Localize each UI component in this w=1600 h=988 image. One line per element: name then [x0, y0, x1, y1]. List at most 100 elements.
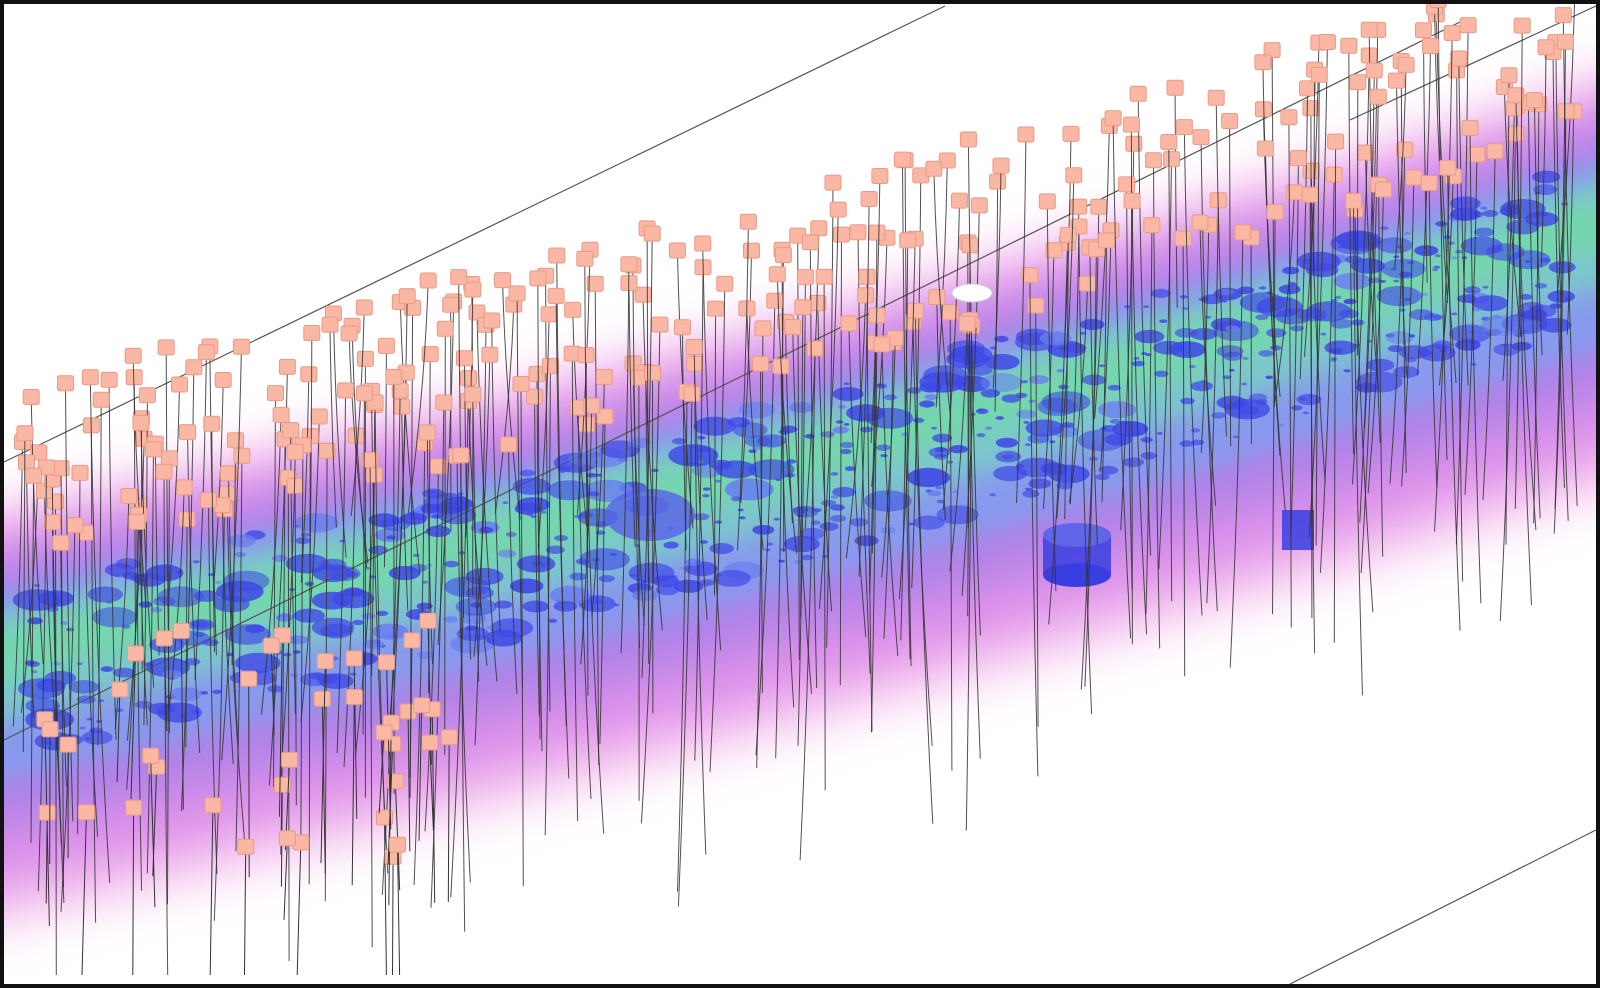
well-head [960, 132, 976, 147]
disc [135, 701, 153, 709]
disc [1334, 273, 1372, 290]
well-head [112, 682, 128, 697]
well-head [501, 437, 517, 452]
well-head [816, 269, 832, 284]
disc [830, 472, 838, 476]
disc [700, 540, 708, 544]
well-head [133, 415, 149, 430]
well-head [386, 369, 402, 384]
well-head [126, 800, 142, 815]
disc [80, 727, 86, 730]
well-head [1303, 101, 1319, 116]
disc [821, 500, 836, 507]
well-head [684, 386, 700, 401]
well-head [1423, 39, 1439, 54]
well-head [221, 466, 237, 481]
well-head [414, 698, 430, 713]
disc [1501, 344, 1507, 347]
disc [947, 461, 953, 464]
well-head [645, 366, 661, 381]
well-trace [445, 329, 446, 755]
well-head [283, 423, 299, 438]
disc [350, 673, 357, 676]
well-head [186, 360, 202, 375]
well-head [1440, 160, 1456, 175]
disc [977, 433, 986, 437]
well-head [390, 837, 406, 852]
well-head [744, 243, 760, 258]
well-head [1167, 80, 1183, 95]
disc [1040, 331, 1072, 345]
well-head [430, 459, 446, 474]
disc [1420, 293, 1428, 297]
disc [510, 579, 543, 594]
disc [169, 677, 175, 680]
well-head [1063, 126, 1079, 141]
well-head [173, 623, 189, 638]
well-head [1176, 120, 1192, 135]
well-head [263, 638, 279, 653]
disc [1108, 385, 1121, 391]
disc [1404, 232, 1410, 235]
disc [485, 630, 522, 647]
well-head [379, 655, 395, 670]
well-head [1444, 26, 1460, 41]
disc [614, 604, 620, 607]
well-head [1416, 23, 1432, 38]
well-head [422, 735, 438, 750]
well-head [273, 407, 289, 422]
scene [4, 4, 1596, 984]
well-head [125, 348, 141, 363]
well-head [268, 386, 284, 401]
well-head [461, 371, 477, 386]
well-head [156, 464, 172, 479]
well-head [548, 288, 564, 303]
disc [934, 454, 947, 460]
well-head [1039, 194, 1055, 209]
disc [880, 454, 887, 457]
disc [52, 662, 61, 666]
well-head [895, 152, 911, 167]
well-head [1398, 57, 1414, 72]
disc [1220, 289, 1234, 295]
well-head [1487, 144, 1503, 159]
well-head [145, 442, 161, 457]
well-head [541, 307, 557, 322]
disc [1331, 357, 1337, 360]
well-head [1123, 117, 1139, 132]
disc [928, 490, 941, 496]
well-head [755, 321, 771, 336]
disc [1535, 192, 1541, 195]
well-head [23, 390, 39, 405]
disc [836, 420, 844, 423]
well-head [392, 383, 408, 398]
disc [1265, 376, 1273, 380]
well-head [1066, 168, 1082, 183]
disc [1483, 210, 1499, 217]
disc [727, 417, 750, 427]
well-head [1290, 151, 1306, 166]
disc [907, 387, 921, 393]
disc [844, 423, 850, 426]
disc [1021, 380, 1029, 383]
disc [1393, 280, 1399, 283]
disc [1291, 405, 1303, 410]
disc [1320, 333, 1326, 336]
well-head [675, 320, 691, 335]
disc [1133, 357, 1139, 360]
well-head [834, 227, 850, 242]
cylinder [1282, 510, 1314, 550]
disc [833, 387, 864, 401]
well-head [807, 341, 823, 356]
well-head [1558, 104, 1574, 119]
well-head [1105, 111, 1121, 126]
disc [92, 607, 137, 627]
well-head [1469, 147, 1485, 162]
well-head [436, 395, 452, 410]
well-head [1311, 67, 1327, 82]
well-head [1430, 4, 1446, 8]
disc [506, 532, 517, 537]
well-head [1255, 55, 1271, 70]
highlight-disc [952, 284, 992, 302]
well-head [869, 225, 885, 240]
